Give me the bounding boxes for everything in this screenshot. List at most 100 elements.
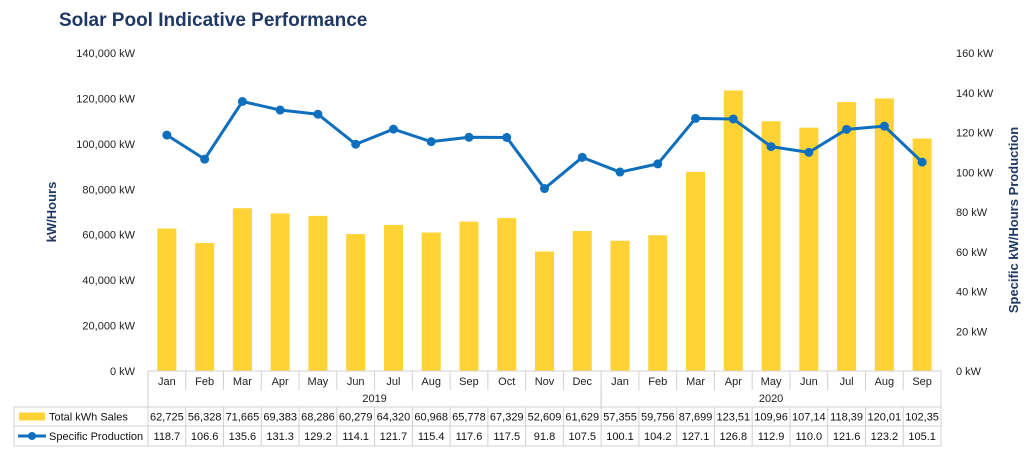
x-group-label: 2020 [759, 393, 783, 405]
x-tick-label: Jan [611, 376, 629, 388]
x-tick-label: Aug [421, 376, 441, 388]
bar [799, 127, 819, 371]
table-cell-sales: 59,756 [641, 412, 675, 424]
table-cell-sales: 69,383 [263, 412, 297, 424]
table-cell-production: 115.4 [418, 431, 445, 443]
y-tick-label: 80,000 kW [82, 184, 135, 196]
table-cell-sales: 118,39 [830, 412, 863, 424]
legend-swatch-marker [28, 432, 36, 440]
x-tick-label: Sep [912, 376, 932, 388]
table-cell-sales: 60,279 [339, 412, 373, 424]
table-cell-production: 121.6 [833, 431, 861, 443]
table-cell-production: 118.7 [154, 431, 181, 443]
line-point [162, 130, 172, 140]
line-point [351, 139, 361, 149]
table-cell-production: 91.8 [534, 431, 555, 443]
x-tick-label: Jun [800, 376, 818, 388]
y-tick-label: 120,000 kW [76, 93, 135, 105]
bar [648, 235, 668, 371]
y-tick-label: 0 kW [110, 366, 136, 378]
bar [535, 251, 554, 371]
line-point [388, 124, 398, 134]
bar [572, 231, 592, 371]
x-tick-label: Oct [498, 376, 515, 388]
table-cell-sales: 102,35 [905, 412, 939, 424]
table-cell-sales: 65,778 [452, 412, 486, 424]
x-tick-label: Aug [875, 376, 895, 388]
line-point [804, 147, 814, 157]
table-cell-production: 114.1 [342, 431, 369, 443]
table-cell-sales: 67,329 [490, 412, 524, 424]
bar [270, 213, 290, 371]
line-point [577, 152, 587, 162]
bar [497, 218, 517, 371]
legend-label-line: Specific Production [49, 431, 143, 443]
bar [874, 98, 894, 372]
y-axis-title: kW/Hours [44, 182, 59, 243]
y2-tick-label: 80 kW [956, 207, 988, 219]
line-point [275, 105, 285, 115]
x-tick-label: Jul [840, 376, 854, 388]
line-point [879, 121, 889, 131]
y2-tick-label: 160 kW [956, 48, 994, 60]
table-cell-production: 112.9 [758, 431, 785, 443]
bar [837, 102, 857, 371]
line-point [540, 184, 549, 194]
line-point [691, 113, 701, 123]
x-tick-label: Feb [648, 376, 667, 388]
line-point [766, 142, 776, 152]
table-cell-production: 121.7 [380, 431, 408, 443]
table-cell-production: 131.3 [266, 431, 294, 443]
x-tick-label: Jan [158, 376, 176, 388]
line-point [426, 137, 436, 147]
bar [610, 240, 630, 371]
bar [421, 232, 441, 371]
line-point [464, 132, 474, 142]
y2-tick-label: 100 kW [956, 167, 994, 179]
table-cell-sales: 64,320 [377, 412, 411, 424]
line-point [917, 157, 927, 167]
bar [308, 215, 328, 371]
line-point [313, 109, 323, 119]
y-tick-label: 20,000 kW [82, 321, 135, 333]
table-cell-sales: 52,609 [528, 412, 562, 424]
table-cell-sales: 87,699 [679, 412, 713, 424]
x-tick-label: Feb [195, 376, 214, 388]
legend-label-bar: Total kWh Sales [49, 412, 128, 424]
y-tick-label: 40,000 kW [82, 275, 135, 287]
table-cell-sales: 71,665 [226, 412, 260, 424]
bar [686, 171, 706, 371]
table-cell-sales: 68,286 [301, 412, 335, 424]
line-point [502, 132, 512, 142]
table-cell-production: 135.6 [229, 431, 257, 443]
y2-tick-label: 20 kW [956, 326, 988, 338]
table-cell-production: 105.1 [908, 431, 936, 443]
y2-tick-label: 60 kW [956, 247, 988, 259]
line-point [237, 96, 247, 106]
table-cell-production: 129.2 [304, 431, 332, 443]
y2-tick-label: 140 kW [956, 88, 994, 100]
y2-axis-title: Specific kW/Hours Production [1006, 127, 1021, 313]
table-cell-sales: 62,725 [150, 412, 184, 424]
table-cell-production: 117.6 [456, 431, 483, 443]
line-point [842, 124, 852, 134]
line-point [653, 159, 663, 169]
y-tick-label: 100,000 kW [76, 139, 135, 151]
x-tick-label: Apr [272, 376, 289, 388]
line-point [200, 154, 210, 164]
x-tick-label: Mar [233, 376, 252, 388]
bar [723, 90, 743, 371]
y2-tick-label: 40 kW [956, 287, 988, 299]
x-tick-label: Jul [386, 376, 400, 388]
table-cell-production: 110.0 [795, 431, 822, 443]
x-tick-label: May [308, 376, 329, 388]
table-cell-sales: 109,96 [754, 412, 788, 424]
table-cell-production: 117.5 [493, 431, 520, 443]
table-cell-sales: 56,328 [188, 412, 222, 424]
x-tick-label: May [761, 376, 782, 388]
chart-title: Solar Pool Indicative Performance [59, 10, 368, 31]
bar [459, 221, 479, 371]
x-tick-label: Apr [725, 376, 742, 388]
line-point [615, 167, 625, 177]
